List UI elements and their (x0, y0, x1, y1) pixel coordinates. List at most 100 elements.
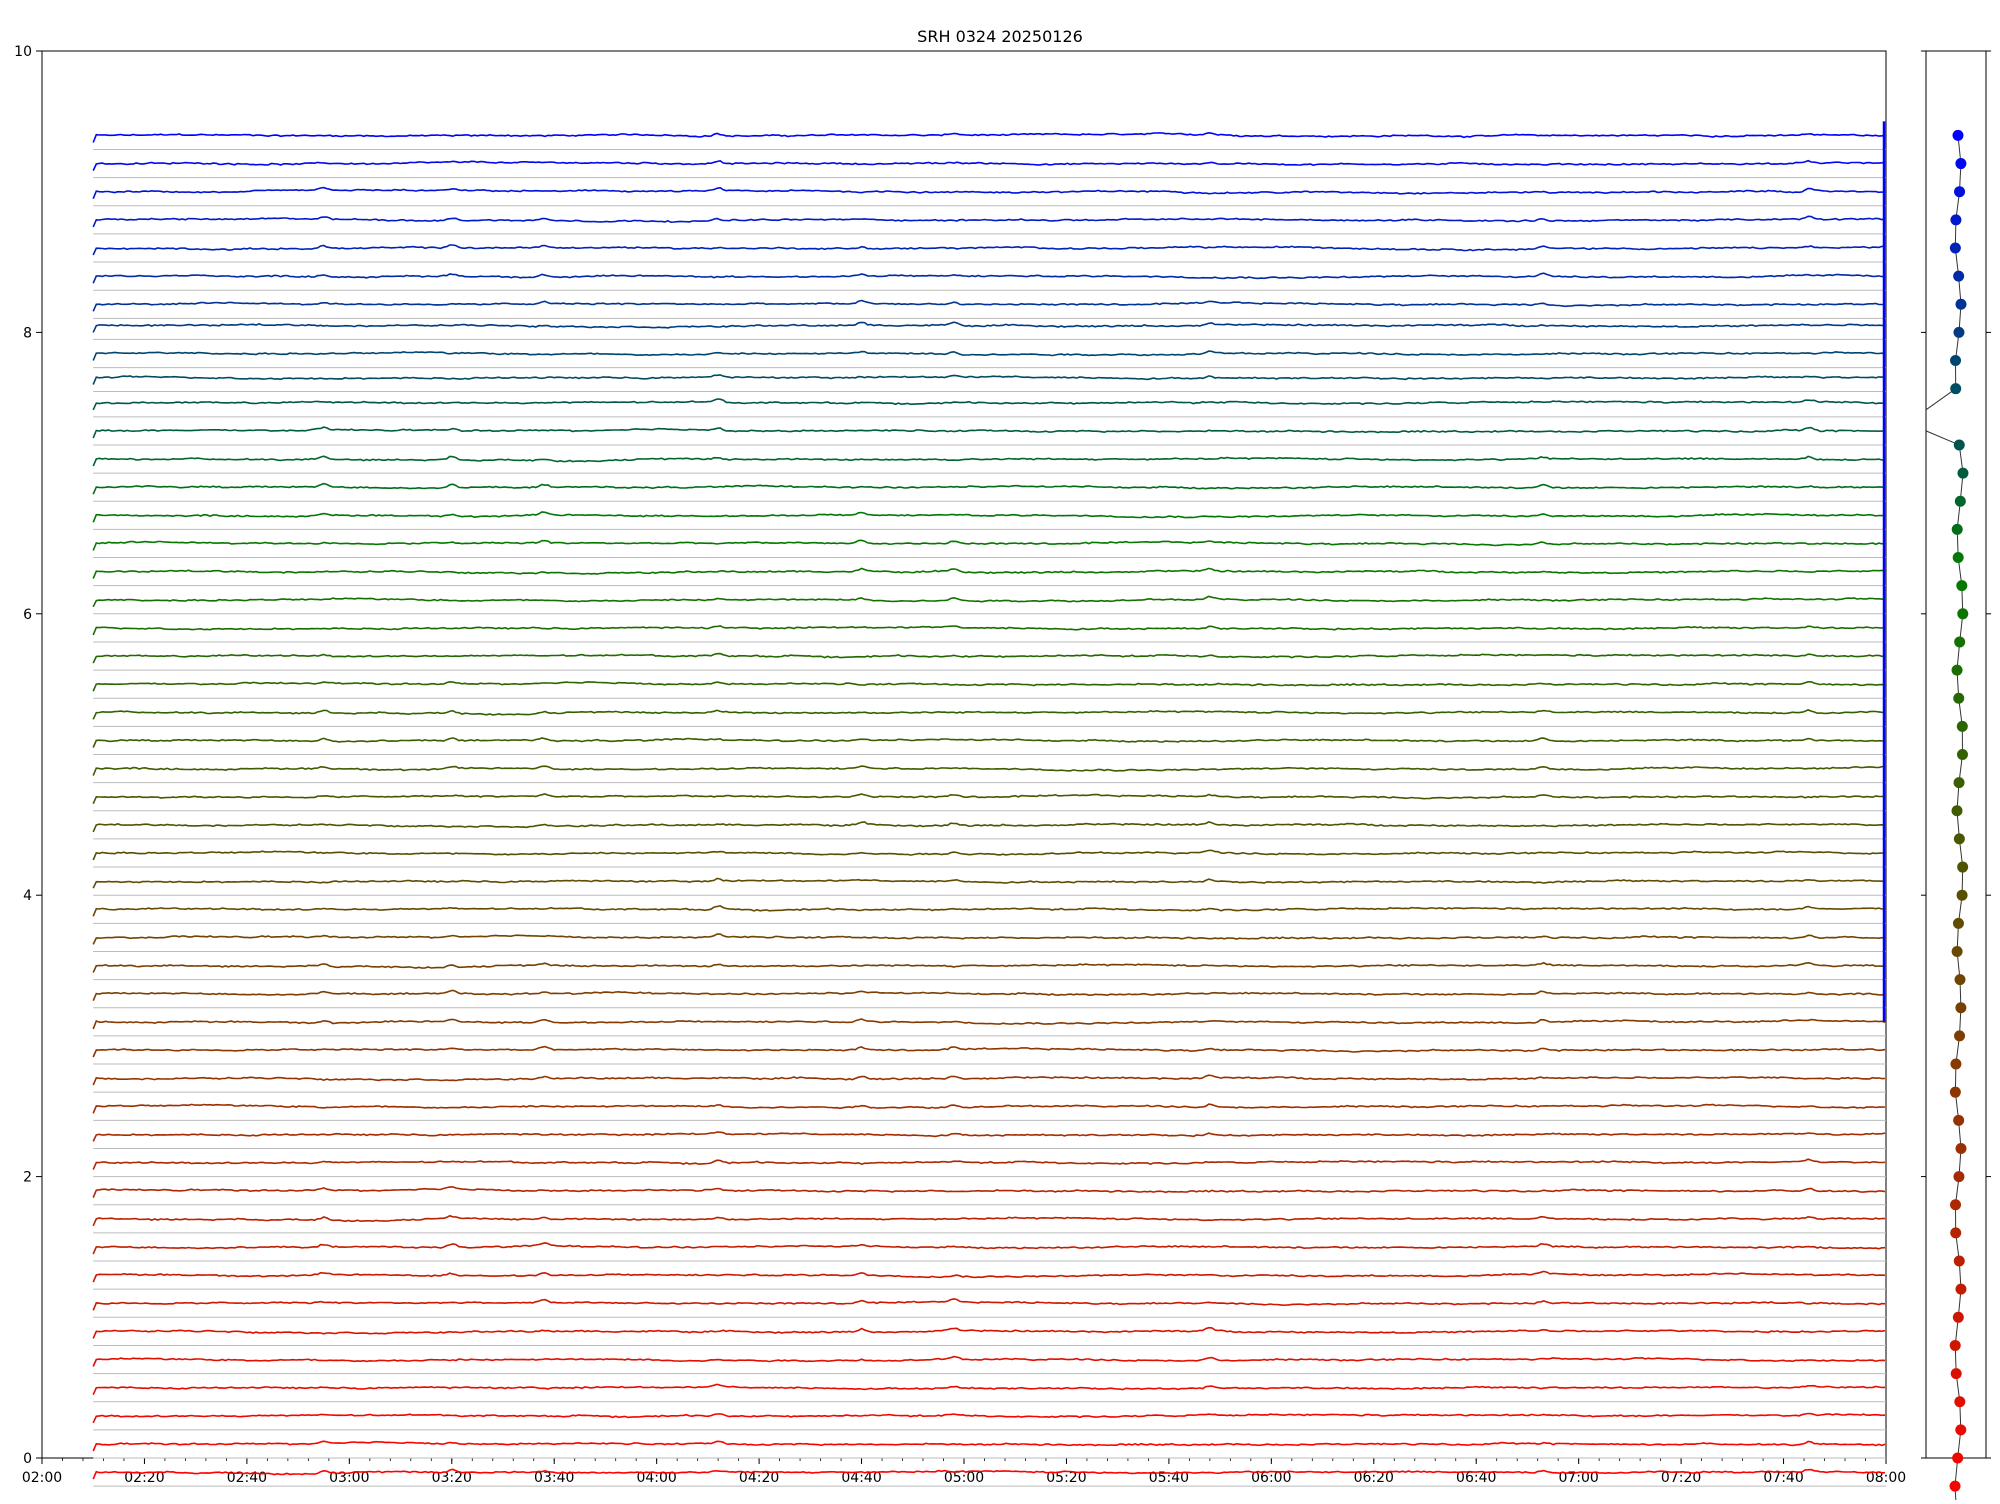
x-tick-label: 06:00 (1251, 1470, 1291, 1486)
series-line (92, 567, 1886, 579)
x-tick-label: 07:20 (1661, 1470, 1701, 1486)
x-tick-label: 05:20 (1046, 1470, 1086, 1486)
series-line (92, 793, 1886, 805)
side-point (1952, 552, 1964, 564)
side-frame (1925, 50, 1987, 1459)
series-line (92, 299, 1886, 312)
series-line (92, 426, 1886, 439)
side-point (1953, 1171, 1965, 1183)
x-tick-label: 02:00 (22, 1470, 62, 1486)
series-line (92, 272, 1886, 284)
side-point (1953, 777, 1965, 789)
series-line (92, 765, 1885, 776)
y-tick-label: 4 (23, 888, 32, 904)
side-point (1956, 749, 1968, 760)
side-point (1950, 1058, 1962, 1070)
series-line (92, 374, 1886, 385)
y-tick-label: 2 (23, 1170, 32, 1186)
x-tick-label: 04:00 (636, 1470, 676, 1486)
side-gap-connector (1925, 388, 1957, 411)
side-point (1955, 158, 1967, 170)
x-tick-label: 03:40 (534, 1470, 574, 1486)
side-point (1949, 242, 1961, 254)
side-point (1955, 1283, 1967, 1295)
series-line (92, 244, 1886, 256)
side-point (1953, 270, 1965, 282)
side-point (1951, 805, 1963, 817)
side-point (1955, 1002, 1967, 1014)
side-point (1956, 889, 1968, 901)
x-tick-label: 03:20 (432, 1470, 472, 1486)
x-tick-label: 04:40 (841, 1470, 881, 1486)
side-point (1950, 1227, 1962, 1239)
x-tick-label: 07:00 (1558, 1470, 1598, 1486)
series-line (92, 989, 1886, 1002)
y-tick-label: 10 (14, 44, 32, 60)
side-axes (1921, 50, 1991, 1463)
series-line (92, 215, 1886, 228)
x-tick-label: 05:40 (1149, 1470, 1189, 1486)
y-tick-label: 0 (23, 1451, 32, 1467)
series-line (92, 961, 1886, 973)
series-line (92, 624, 1886, 636)
side-point (1951, 945, 1963, 957)
main-axes: 02:00 02:20 02:40 03:00 03:20 03:40 04:00 04:20… (14, 44, 1906, 1486)
side-point (1949, 1480, 1961, 1492)
series-line (92, 1158, 1886, 1170)
side-point (1952, 1311, 1964, 1323)
side-point (1956, 720, 1968, 732)
series-line (92, 877, 1886, 889)
x-tick-label: 06:20 (1354, 1470, 1394, 1486)
side-point (1953, 1114, 1965, 1126)
side-point (1952, 917, 1964, 929)
side-point (1954, 1030, 1966, 1042)
series-line (92, 849, 1886, 861)
side-point (1955, 1142, 1967, 1154)
series-line (92, 1355, 1886, 1367)
side-connector (1954, 135, 1962, 389)
x-tick-label: 04:20 (739, 1470, 779, 1486)
side-point (1954, 636, 1966, 648)
series-line (92, 1468, 1886, 1480)
x-tick-label: 05:00 (944, 1470, 984, 1486)
series-line (92, 1103, 1886, 1114)
side-point (1954, 186, 1966, 198)
series-line (92, 321, 1885, 333)
series-line (92, 1045, 1886, 1058)
series-line (92, 1214, 1886, 1227)
series-group (92, 121, 1886, 1487)
series-line (92, 1186, 1886, 1199)
series-line (92, 1412, 1886, 1424)
x-tick-label: 02:20 (124, 1470, 164, 1486)
side-point (1957, 861, 1969, 873)
side-point (1951, 664, 1963, 676)
side-point (1957, 608, 1969, 620)
series-line (92, 595, 1886, 608)
series-line (92, 455, 1886, 467)
side-point (1951, 523, 1963, 535)
series-line (92, 737, 1886, 748)
series-line (92, 680, 1886, 692)
series-line (92, 1131, 1886, 1142)
side-points-group (1925, 129, 1969, 1504)
series-line (92, 398, 1886, 411)
side-point (1950, 383, 1962, 395)
series-line (92, 1074, 1886, 1086)
series-line (92, 1326, 1886, 1339)
side-point (1953, 833, 1965, 845)
series-line (92, 131, 1886, 143)
series-line (92, 709, 1886, 720)
series-line (92, 539, 1886, 551)
x-tick-label: 07:40 (1763, 1470, 1803, 1486)
side-point (1949, 1339, 1961, 1351)
side-point (1955, 298, 1967, 310)
series-line (92, 821, 1886, 833)
series-line (92, 1018, 1886, 1030)
y-tick-label: 6 (23, 607, 32, 623)
series-line (92, 1383, 1886, 1396)
side-point (1949, 1086, 1961, 1098)
side-point (1957, 467, 1969, 479)
y-tick-label: 8 (23, 325, 32, 341)
